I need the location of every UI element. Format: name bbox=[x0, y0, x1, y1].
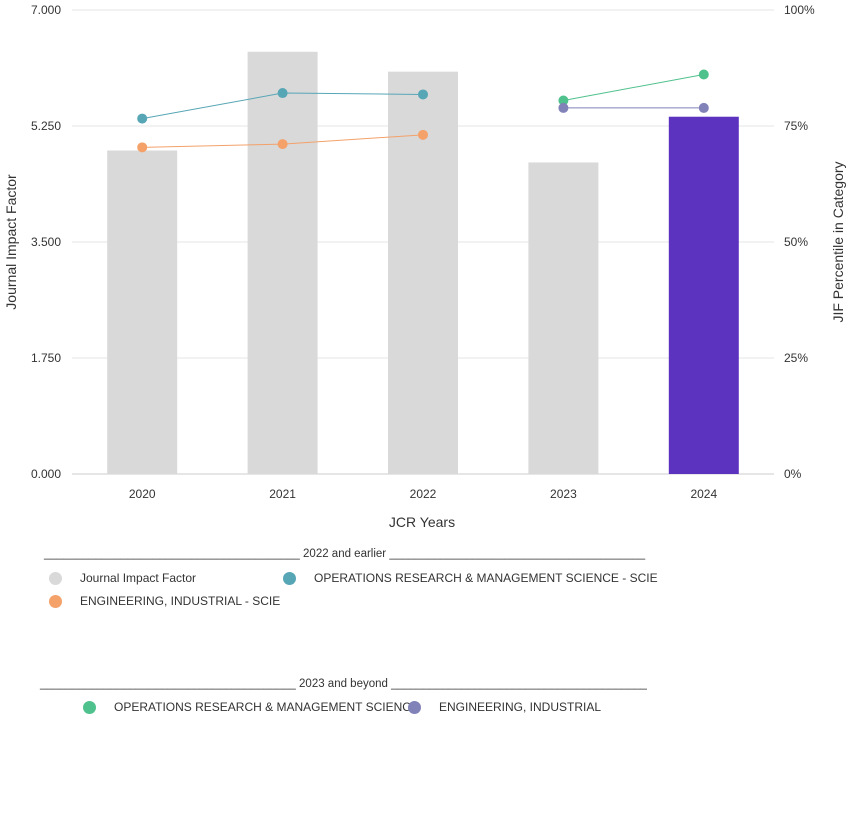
legend-swatch-icon bbox=[83, 700, 96, 714]
bar-2023 bbox=[528, 162, 599, 474]
legend-label: OPERATIONS RESEARCH & MANAGEMENT SCIENCE bbox=[114, 700, 419, 714]
legend-heading-2022-and-earlier: ________________________________________… bbox=[44, 548, 646, 560]
bar-2020 bbox=[107, 150, 178, 475]
series-point bbox=[137, 113, 148, 124]
legend-label: ENGINEERING, INDUSTRIAL - SCIE bbox=[80, 594, 281, 608]
series-point bbox=[698, 102, 709, 113]
series-point bbox=[277, 139, 288, 150]
y2-tick-label: 0% bbox=[784, 467, 802, 481]
legend-item-or-ms-scie[interactable]: OPERATIONS RESEARCH & MANAGEMENT SCIENCE… bbox=[283, 571, 658, 585]
series-point bbox=[277, 88, 288, 99]
y-tick-label: 1.750 bbox=[31, 351, 61, 365]
legend-item-journal-impact-factor[interactable]: Journal Impact Factor bbox=[49, 571, 196, 585]
bar-2024 bbox=[668, 116, 739, 474]
y2-tick-label: 100% bbox=[784, 3, 815, 17]
series-point bbox=[418, 89, 428, 100]
jif-chart: 0.000 1.750 3.500 5.250 7.000 0% 25% 50% 75% 100… bbox=[3, 3, 846, 530]
y-axis-ticks: 0.000 1.750 3.500 5.250 7.000 bbox=[31, 3, 61, 481]
series-point bbox=[698, 69, 709, 80]
legend-heading-2023-and-beyond: ________________________________________… bbox=[40, 678, 647, 690]
x-axis-ticks: 2020 2021 2022 2023 2024 bbox=[129, 487, 718, 501]
legend-item-or-ms[interactable]: OPERATIONS RESEARCH & MANAGEMENT SCIENCE bbox=[83, 700, 419, 714]
y2-axis-title: JIF Percentile in Category bbox=[830, 161, 846, 322]
series-point bbox=[558, 102, 569, 113]
legend-item-engineering-industrial[interactable]: ENGINEERING, INDUSTRIAL bbox=[408, 700, 601, 714]
bar-2021 bbox=[247, 51, 318, 474]
bars bbox=[107, 51, 739, 475]
legend-swatch-icon bbox=[49, 571, 62, 585]
series-point bbox=[418, 129, 428, 140]
legend-swatch-icon bbox=[283, 571, 296, 585]
y2-tick-label: 50% bbox=[784, 235, 808, 249]
y2-tick-label: 25% bbox=[784, 351, 808, 365]
x-tick-label: 2024 bbox=[690, 487, 717, 501]
x-tick-label: 2022 bbox=[410, 487, 437, 501]
series-point bbox=[137, 142, 148, 153]
series-point bbox=[558, 95, 569, 106]
y-tick-label: 7.000 bbox=[31, 3, 61, 17]
y-axis-title: Journal Impact Factor bbox=[3, 174, 19, 310]
legend-item-engineering-industrial-scie[interactable]: ENGINEERING, INDUSTRIAL - SCIE bbox=[49, 594, 280, 608]
series-lines bbox=[137, 69, 709, 153]
x-axis-title: JCR Years bbox=[389, 514, 455, 530]
legend-swatch-icon bbox=[408, 700, 421, 714]
legend-swatch-icon bbox=[49, 594, 62, 608]
y-tick-label: 0.000 bbox=[31, 467, 61, 481]
legend-label: ENGINEERING, INDUSTRIAL bbox=[439, 700, 602, 714]
x-tick-label: 2023 bbox=[550, 487, 577, 501]
y-tick-label: 3.500 bbox=[31, 235, 61, 249]
x-tick-label: 2021 bbox=[269, 487, 296, 501]
series-line bbox=[563, 74, 704, 101]
y-tick-label: 5.250 bbox=[31, 119, 61, 133]
legend-label: OPERATIONS RESEARCH & MANAGEMENT SCIENCE… bbox=[314, 571, 658, 585]
y2-axis-ticks: 0% 25% 50% 75% 100% bbox=[784, 3, 815, 481]
x-tick-label: 2020 bbox=[129, 487, 156, 501]
legend-label: Journal Impact Factor bbox=[80, 571, 197, 585]
y2-tick-label: 75% bbox=[784, 119, 808, 133]
